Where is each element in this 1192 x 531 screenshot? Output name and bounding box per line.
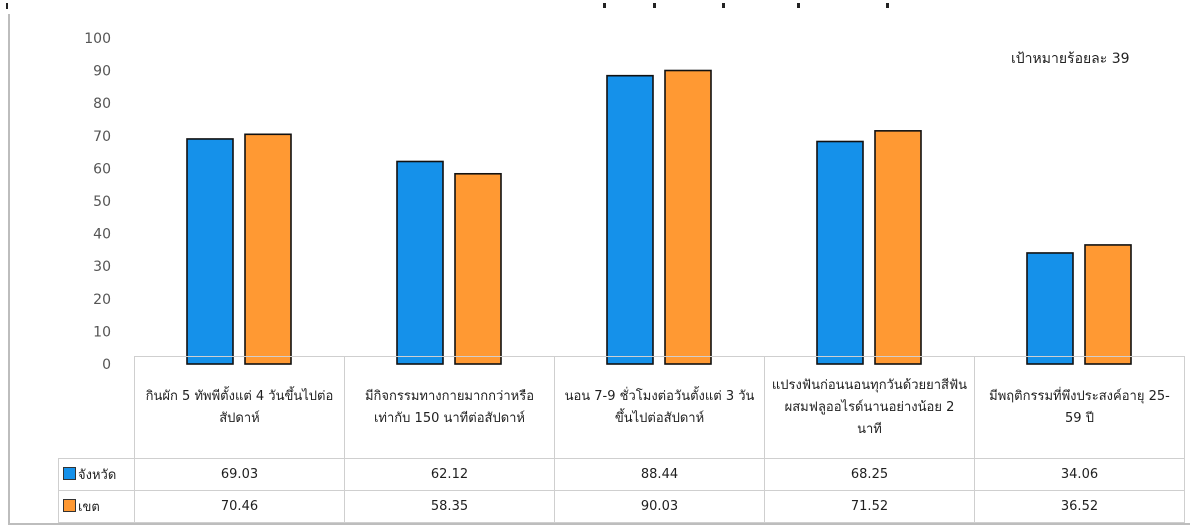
data-label: 36.52 bbox=[974, 490, 1185, 523]
category-row: กินผัก 5 ทัพพีตั้งแต่ 4 วันขึ้นไปต่อสัปด… bbox=[58, 356, 1185, 459]
series-name: จังหวัด bbox=[78, 468, 117, 483]
bar-province-4 bbox=[816, 140, 864, 365]
y-tick-label: 10 bbox=[93, 324, 111, 340]
data-label: 68.25 bbox=[764, 458, 975, 491]
bar-region-5 bbox=[1084, 244, 1132, 365]
y-tick-label: 30 bbox=[93, 259, 111, 275]
y-tick-label: 60 bbox=[93, 161, 111, 177]
table-row: เขต 70.46 58.35 90.03 71.52 36.52 bbox=[58, 490, 1185, 523]
data-label: 58.35 bbox=[344, 490, 555, 523]
legend-swatch bbox=[63, 467, 76, 480]
series-name: เขต bbox=[78, 500, 100, 515]
y-tick-label: 70 bbox=[93, 129, 111, 145]
cropped-title-glyphs bbox=[6, 3, 889, 9]
y-tick-label: 20 bbox=[93, 292, 111, 308]
category-label: นอน 7-9 ชั่วโมงต่อวันตั้งแต่ 3 วันขึ้นไป… bbox=[554, 356, 765, 459]
legend-swatch bbox=[63, 499, 76, 512]
data-label: 69.03 bbox=[134, 458, 345, 491]
data-label: 34.06 bbox=[974, 458, 1185, 491]
bar-region-1 bbox=[244, 133, 292, 365]
bar-region-3 bbox=[664, 69, 712, 365]
data-label: 71.52 bbox=[764, 490, 975, 523]
legend-entry: จังหวัด bbox=[58, 458, 135, 491]
bar-province-5 bbox=[1026, 252, 1074, 365]
category-label: มีกิจกรรมทางกายมากกว่าหรือเท่ากับ 150 นา… bbox=[344, 356, 555, 459]
chart-frame bbox=[8, 14, 1190, 525]
data-label: 88.44 bbox=[554, 458, 765, 491]
bar-province-2 bbox=[396, 160, 444, 365]
bar-region-2 bbox=[454, 172, 502, 365]
category-label: แปรงฟันก่อนนอนทุกวันด้วยยาสีฟันผสมฟลูออไ… bbox=[764, 356, 975, 459]
target-annotation: เป้าหมายร้อยละ 39 bbox=[1011, 51, 1130, 67]
bar-province-3 bbox=[606, 74, 654, 365]
data-label: 90.03 bbox=[554, 490, 765, 523]
y-tick-label: 80 bbox=[93, 96, 111, 112]
legend-entry: เขต bbox=[58, 490, 135, 523]
category-label: มีพฤติกรรมที่พึงประสงค์อายุ 25-59 ปี bbox=[974, 356, 1185, 459]
category-label: กินผัก 5 ทัพพีตั้งแต่ 4 วันขึ้นไปต่อสัปด… bbox=[134, 356, 345, 459]
data-label: 62.12 bbox=[344, 458, 555, 491]
table-row: จังหวัด 69.03 62.12 88.44 68.25 34.06 bbox=[58, 458, 1185, 491]
bar-series bbox=[186, 69, 1132, 365]
y-tick-label: 50 bbox=[93, 194, 111, 210]
bar-region-4 bbox=[874, 130, 922, 365]
table-corner bbox=[58, 356, 135, 459]
y-tick-label: 100 bbox=[84, 31, 111, 47]
data-label: 70.46 bbox=[134, 490, 345, 523]
data-table: กินผัก 5 ทัพพีตั้งแต่ 4 วันขึ้นไปต่อสัปด… bbox=[58, 356, 1185, 523]
y-tick-label: 40 bbox=[93, 227, 111, 243]
y-tick-label: 90 bbox=[93, 64, 111, 80]
cropped-title-strip bbox=[0, 0, 1192, 12]
bar-province-1 bbox=[186, 138, 234, 365]
